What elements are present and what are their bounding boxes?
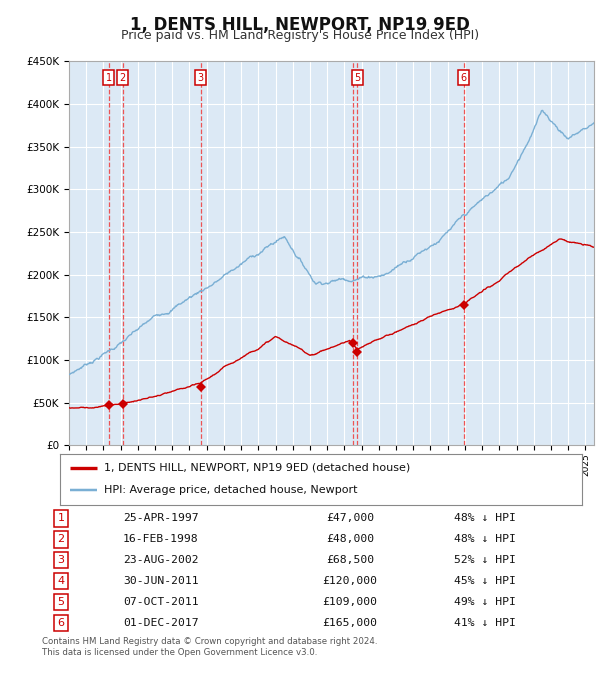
Text: HPI: Average price, detached house, Newport: HPI: Average price, detached house, Newp… (104, 486, 358, 495)
Text: 5: 5 (355, 73, 361, 83)
Text: 45% ↓ HPI: 45% ↓ HPI (454, 577, 516, 586)
Text: Contains HM Land Registry data © Crown copyright and database right 2024.
This d: Contains HM Land Registry data © Crown c… (42, 637, 377, 657)
Text: 07-OCT-2011: 07-OCT-2011 (123, 597, 199, 607)
Text: 2: 2 (119, 73, 126, 83)
Text: £109,000: £109,000 (322, 597, 377, 607)
Text: 3: 3 (58, 556, 64, 565)
Text: 48% ↓ HPI: 48% ↓ HPI (454, 513, 516, 524)
Text: £68,500: £68,500 (326, 556, 374, 565)
Text: 6: 6 (58, 618, 64, 628)
Text: 1: 1 (58, 513, 64, 524)
Text: 52% ↓ HPI: 52% ↓ HPI (454, 556, 516, 565)
Text: 01-DEC-2017: 01-DEC-2017 (123, 618, 199, 628)
Text: 1, DENTS HILL, NEWPORT, NP19 9ED: 1, DENTS HILL, NEWPORT, NP19 9ED (130, 16, 470, 33)
Text: £165,000: £165,000 (322, 618, 377, 628)
Text: 4: 4 (58, 577, 64, 586)
Text: Price paid vs. HM Land Registry's House Price Index (HPI): Price paid vs. HM Land Registry's House … (121, 29, 479, 42)
Text: 48% ↓ HPI: 48% ↓ HPI (454, 534, 516, 545)
Text: 23-AUG-2002: 23-AUG-2002 (123, 556, 199, 565)
Text: 30-JUN-2011: 30-JUN-2011 (123, 577, 199, 586)
Text: 16-FEB-1998: 16-FEB-1998 (123, 534, 199, 545)
Text: 2: 2 (58, 534, 64, 545)
Text: £120,000: £120,000 (322, 577, 377, 586)
Text: £48,000: £48,000 (326, 534, 374, 545)
Text: 6: 6 (460, 73, 467, 83)
Text: 41% ↓ HPI: 41% ↓ HPI (454, 618, 516, 628)
Text: 3: 3 (197, 73, 203, 83)
Text: 1: 1 (106, 73, 112, 83)
Text: 25-APR-1997: 25-APR-1997 (123, 513, 199, 524)
Text: £47,000: £47,000 (326, 513, 374, 524)
Text: 5: 5 (58, 597, 64, 607)
Text: 49% ↓ HPI: 49% ↓ HPI (454, 597, 516, 607)
Text: 1, DENTS HILL, NEWPORT, NP19 9ED (detached house): 1, DENTS HILL, NEWPORT, NP19 9ED (detach… (104, 463, 410, 473)
